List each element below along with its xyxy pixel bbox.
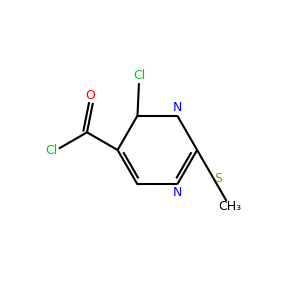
Text: Cl: Cl bbox=[46, 143, 58, 157]
Text: Cl: Cl bbox=[133, 69, 145, 82]
Text: S: S bbox=[214, 172, 223, 184]
Text: N: N bbox=[172, 186, 182, 199]
Text: N: N bbox=[172, 101, 182, 114]
Text: CH₃: CH₃ bbox=[218, 200, 242, 213]
Text: O: O bbox=[85, 89, 95, 102]
